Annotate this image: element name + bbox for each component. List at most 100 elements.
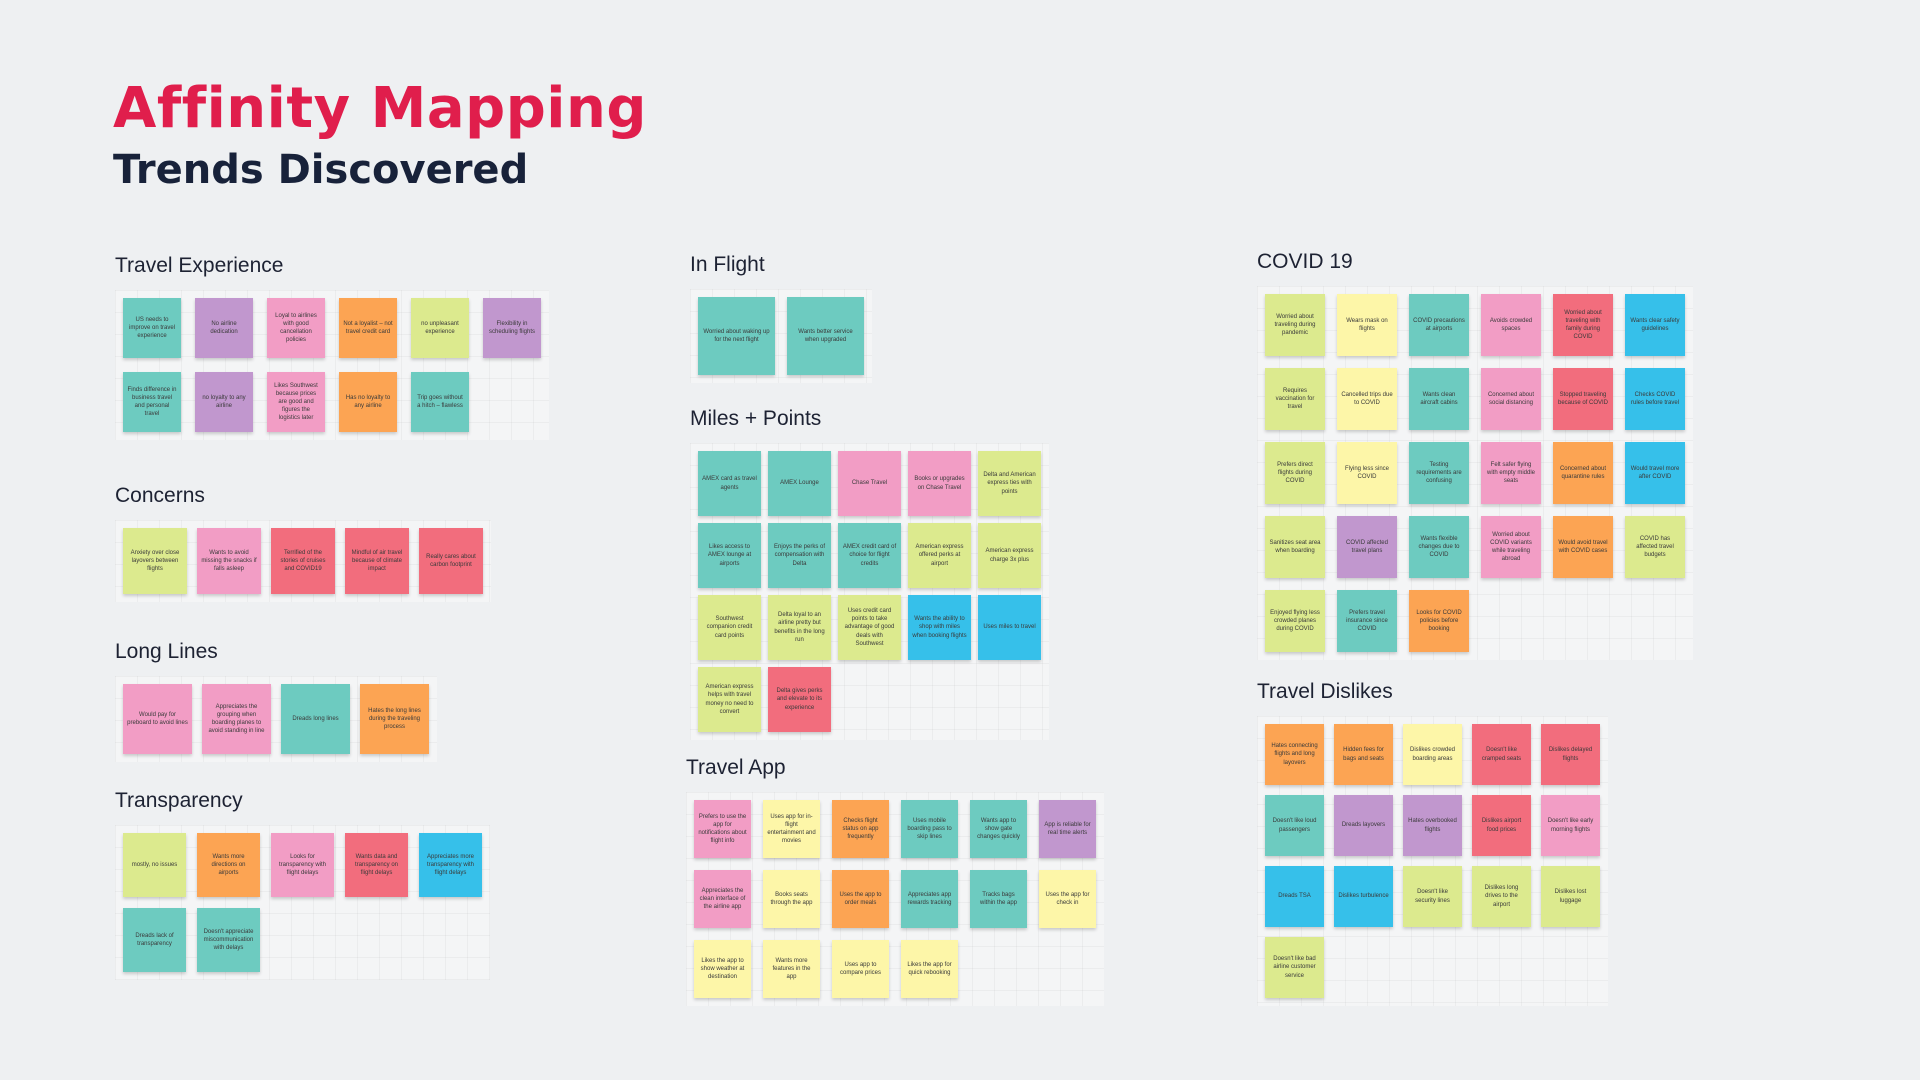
sticky-note[interactable]: Books or upgrades on Chase Travel (908, 451, 971, 516)
sticky-note[interactable]: US needs to improve on travel experience (123, 298, 181, 358)
sticky-note[interactable]: Checks COVID rules before travel (1625, 368, 1685, 430)
sticky-note[interactable]: AMEX credit card of choice for flight cr… (838, 523, 901, 588)
sticky-note[interactable]: Hates overbooked flights (1403, 795, 1462, 856)
sticky-note[interactable]: App is reliable for real time alerts (1039, 800, 1096, 858)
sticky-note[interactable]: Wants clean aircraft cabins (1409, 368, 1469, 430)
sticky-note[interactable]: Tracks bags within the app (970, 870, 1027, 928)
sticky-note[interactable]: Uses miles to travel (978, 595, 1041, 660)
sticky-note[interactable]: Avoids crowded spaces (1481, 294, 1541, 356)
sticky-note[interactable]: Wants more features in the app (763, 940, 820, 998)
sticky-note[interactable]: Concerned about quarantine rules (1553, 442, 1613, 504)
sticky-note[interactable]: American express offered perks at airpor… (908, 523, 971, 588)
sticky-note[interactable]: Felt safer flying with empty middle seat… (1481, 442, 1541, 504)
sticky-note[interactable]: Likes the app to show weather at destina… (694, 940, 751, 998)
sticky-note[interactable]: COVID affected travel plans (1337, 516, 1397, 578)
sticky-note[interactable]: Uses mobile boarding pass to skip lines (901, 800, 958, 858)
sticky-note[interactable]: Flexibility in scheduling flights (483, 298, 541, 358)
sticky-note[interactable]: Wants better service when upgraded (787, 297, 864, 375)
sticky-note[interactable]: American express helps with travel money… (698, 667, 761, 732)
sticky-note[interactable]: Appreciates the grouping when boarding p… (202, 684, 271, 754)
sticky-note[interactable]: Dreads lack of transparency (123, 908, 186, 972)
sticky-note[interactable]: Looks for COVID policies before booking (1409, 590, 1469, 652)
sticky-note[interactable]: Worried about waking up for the next fli… (698, 297, 775, 375)
sticky-note[interactable]: Chase Travel (838, 451, 901, 516)
sticky-note[interactable]: Checks flight status on app frequently (832, 800, 889, 858)
sticky-note[interactable]: Uses the app for check in (1039, 870, 1096, 928)
sticky-note[interactable]: Delta and American express ties with poi… (978, 451, 1041, 516)
sticky-note[interactable]: Trip goes without a hitch – flawless (411, 372, 469, 432)
sticky-note[interactable]: Likes Southwest because prices are good … (267, 372, 325, 432)
sticky-note[interactable]: Uses credit card points to take advantag… (838, 595, 901, 660)
sticky-note[interactable]: Wants app to show gate changes quickly (970, 800, 1027, 858)
sticky-note[interactable]: Doesn't appreciate miscommunication with… (197, 908, 260, 972)
sticky-note[interactable]: Doesn't like security lines (1403, 866, 1462, 927)
sticky-note[interactable]: Dislikes delayed flights (1541, 724, 1600, 785)
sticky-note[interactable]: Dislikes airport food prices (1472, 795, 1531, 856)
sticky-note[interactable]: Enjoyed flying less crowded planes durin… (1265, 590, 1325, 652)
sticky-note[interactable]: Not a loyalist – not travel credit card (339, 298, 397, 358)
sticky-note[interactable]: Prefers travel insurance since COVID (1337, 590, 1397, 652)
sticky-note[interactable]: Terrified of the stories of cruises and … (271, 528, 335, 594)
sticky-note[interactable]: Stopped traveling because of COVID (1553, 368, 1613, 430)
sticky-note[interactable]: Wants to avoid missing the snacks if fal… (197, 528, 261, 594)
sticky-note[interactable]: Wants more directions on airports (197, 833, 260, 897)
sticky-note[interactable]: no unpleasant experience (411, 298, 469, 358)
sticky-note[interactable]: Doesn't like bad airline customer servic… (1265, 937, 1324, 998)
sticky-note[interactable]: Doesn't like early morning flights (1541, 795, 1600, 856)
sticky-note[interactable]: no loyalty to any airline (195, 372, 253, 432)
sticky-note[interactable]: Hates the long lines during the travelin… (360, 684, 429, 754)
sticky-note[interactable]: Likes the app for quick rebooking (901, 940, 958, 998)
sticky-note[interactable]: Worried about traveling with family duri… (1553, 294, 1613, 356)
sticky-note[interactable]: Dislikes lost luggage (1541, 866, 1600, 927)
sticky-note[interactable]: Uses app to compare prices (832, 940, 889, 998)
sticky-note[interactable]: COVID precautions at airports (1409, 294, 1469, 356)
sticky-note[interactable]: Likes access to AMEX lounge at airports (698, 523, 761, 588)
sticky-note[interactable]: Finds difference in business travel and … (123, 372, 181, 432)
sticky-note[interactable]: Loyal to airlines with good cancellation… (267, 298, 325, 358)
sticky-note[interactable]: AMEX card as travel agents (698, 451, 761, 516)
sticky-note[interactable]: Testing requirements are confusing (1409, 442, 1469, 504)
sticky-note[interactable]: Prefers direct flights during COVID (1265, 442, 1325, 504)
sticky-note[interactable]: Has no loyalty to any airline (339, 372, 397, 432)
sticky-note[interactable]: Books seats through the app (763, 870, 820, 928)
sticky-note[interactable]: Flying less since COVID (1337, 442, 1397, 504)
sticky-note[interactable]: American express charge 3x plus (978, 523, 1041, 588)
sticky-note[interactable]: Dislikes turbulence (1334, 866, 1393, 927)
sticky-note[interactable]: Uses app for in-flight entertainment and… (763, 800, 820, 858)
sticky-note[interactable]: Wants data and transparency on flight de… (345, 833, 408, 897)
sticky-note[interactable]: Wears mask on flights (1337, 294, 1397, 356)
sticky-note[interactable]: Uses the app to order meals (832, 870, 889, 928)
sticky-note[interactable]: Cancelled trips due to COVID (1337, 368, 1397, 430)
sticky-note[interactable]: Delta loyal to an airline pretty but ben… (768, 595, 831, 660)
sticky-note[interactable]: Dislikes long drives to the airport (1472, 866, 1531, 927)
sticky-note[interactable]: Prefers to use the app for notifications… (694, 800, 751, 858)
sticky-note[interactable]: Hates connecting flights and long layove… (1265, 724, 1324, 785)
sticky-note[interactable]: Sanitizes seat area when boarding (1265, 516, 1325, 578)
sticky-note[interactable]: Dislikes crowded boarding areas (1403, 724, 1462, 785)
sticky-note[interactable]: Requires vaccination for travel (1265, 368, 1325, 430)
sticky-note[interactable]: AMEX Lounge (768, 451, 831, 516)
sticky-note[interactable]: Mindful of air travel because of climate… (345, 528, 409, 594)
sticky-note[interactable]: Doesn't like loud passengers (1265, 795, 1324, 856)
sticky-note[interactable]: Would avoid travel with COVID cases (1553, 516, 1613, 578)
sticky-note[interactable]: Concerned about social distancing (1481, 368, 1541, 430)
sticky-note[interactable]: Wants flexible changes due to COVID (1409, 516, 1469, 578)
sticky-note[interactable]: Wants the ability to shop with miles whe… (908, 595, 971, 660)
sticky-note[interactable]: Really cares about carbon footprint (419, 528, 483, 594)
sticky-note[interactable]: Hidden fees for bags and seats (1334, 724, 1393, 785)
sticky-note[interactable]: Appreciates more transparency with fligh… (419, 833, 482, 897)
sticky-note[interactable]: Worried about traveling during pandemic (1265, 294, 1325, 356)
sticky-note[interactable]: Southwest companion credit card points (698, 595, 761, 660)
sticky-note[interactable]: No airline dedication (195, 298, 253, 358)
sticky-note[interactable]: Enjoys the perks of compensation with De… (768, 523, 831, 588)
sticky-note[interactable]: mostly, no issues (123, 833, 186, 897)
sticky-note[interactable]: Doesn't like cramped seats (1472, 724, 1531, 785)
sticky-note[interactable]: Dreads TSA (1265, 866, 1324, 927)
sticky-note[interactable]: COVID has affected travel budgets (1625, 516, 1685, 578)
sticky-note[interactable]: Dreads long lines (281, 684, 350, 754)
sticky-note[interactable]: Worried about COVID variants while trave… (1481, 516, 1541, 578)
sticky-note[interactable]: Appreciates app rewards tracking (901, 870, 958, 928)
sticky-note[interactable]: Wants clear safety guidelines (1625, 294, 1685, 356)
sticky-note[interactable]: Looks for transparency with flight delay… (271, 833, 334, 897)
sticky-note[interactable]: Anxiety over close layovers between flig… (123, 528, 187, 594)
